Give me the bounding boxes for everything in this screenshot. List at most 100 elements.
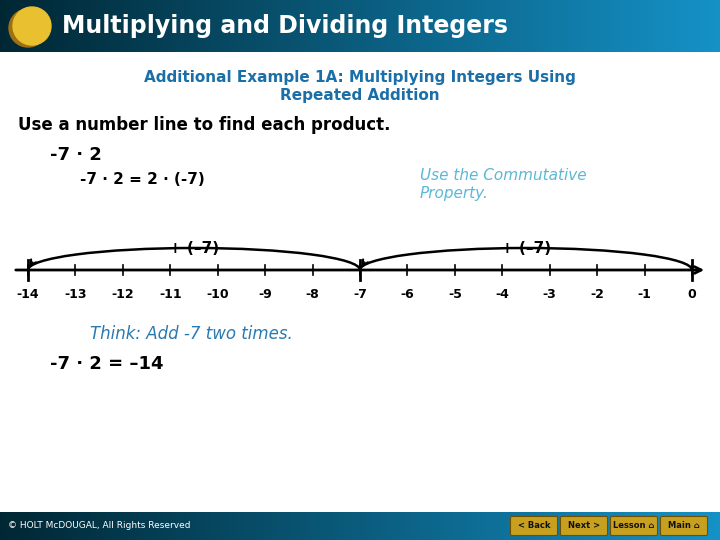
Bar (589, 0, 590, 52)
Bar (123, 512, 124, 540)
Bar (84, 0, 85, 52)
Bar (235, 512, 236, 540)
Bar (563, 0, 564, 52)
Bar (657, 512, 658, 540)
Bar (358, 0, 359, 52)
Bar (712, 512, 713, 540)
Bar (152, 0, 153, 52)
Bar (530, 0, 531, 52)
Bar (693, 0, 694, 52)
Bar (140, 512, 141, 540)
Bar (361, 0, 362, 52)
Bar (191, 0, 192, 52)
Bar (189, 512, 190, 540)
Bar (688, 512, 689, 540)
Text: Repeated Addition: Repeated Addition (280, 88, 440, 103)
Bar (702, 0, 703, 52)
Bar (295, 0, 296, 52)
Bar (537, 512, 538, 540)
Bar (75, 0, 76, 52)
Bar (100, 512, 101, 540)
Bar (625, 512, 626, 540)
Bar (668, 512, 669, 540)
Bar (419, 512, 420, 540)
Bar (589, 512, 590, 540)
Bar (120, 0, 121, 52)
Bar (295, 512, 296, 540)
Bar (538, 512, 539, 540)
Bar (340, 512, 341, 540)
Bar (437, 0, 438, 52)
Bar (660, 0, 661, 52)
Bar (145, 512, 146, 540)
Bar (386, 512, 387, 540)
Bar (205, 512, 206, 540)
Bar (215, 0, 216, 52)
Bar (130, 512, 131, 540)
Bar (176, 512, 177, 540)
Bar (348, 512, 349, 540)
Bar (371, 0, 372, 52)
Bar (528, 512, 529, 540)
Bar (186, 512, 187, 540)
Bar (61, 0, 62, 52)
Bar (227, 512, 228, 540)
Bar (598, 0, 599, 52)
Bar (184, 0, 185, 52)
Bar (166, 0, 167, 52)
Bar (136, 512, 137, 540)
Bar (195, 512, 196, 540)
Bar (280, 0, 281, 52)
Bar (493, 0, 494, 52)
Bar (188, 0, 189, 52)
Bar (59, 0, 60, 52)
Bar (676, 512, 677, 540)
Bar (259, 512, 260, 540)
Bar (452, 512, 453, 540)
Bar (434, 512, 435, 540)
FancyBboxPatch shape (611, 516, 657, 536)
Bar (43, 512, 44, 540)
Bar (108, 512, 109, 540)
Bar (113, 512, 114, 540)
Bar (65, 0, 66, 52)
Bar (47, 512, 48, 540)
Bar (583, 0, 584, 52)
Bar (560, 512, 561, 540)
Bar (378, 512, 379, 540)
Bar (183, 0, 184, 52)
Bar (455, 512, 456, 540)
Bar (393, 512, 394, 540)
Bar (702, 512, 703, 540)
Bar (282, 0, 283, 52)
Bar (566, 512, 567, 540)
Bar (179, 512, 180, 540)
Bar (336, 0, 337, 52)
Bar (310, 512, 311, 540)
Circle shape (13, 7, 51, 45)
Bar (329, 512, 330, 540)
Bar (280, 512, 281, 540)
Bar (409, 0, 410, 52)
Bar (565, 512, 566, 540)
Bar (649, 512, 650, 540)
Bar (487, 512, 488, 540)
Bar (308, 512, 309, 540)
Bar (573, 0, 574, 52)
Bar (658, 0, 659, 52)
Bar (234, 0, 235, 52)
Bar (133, 512, 134, 540)
Bar (511, 512, 512, 540)
Bar (399, 512, 400, 540)
Bar (552, 512, 553, 540)
Bar (474, 0, 475, 52)
Bar (34, 0, 35, 52)
Bar (426, 0, 427, 52)
Bar (49, 512, 50, 540)
Bar (605, 0, 606, 52)
Bar (52, 512, 53, 540)
Bar (632, 512, 633, 540)
Bar (650, 0, 651, 52)
Bar (406, 512, 407, 540)
Bar (479, 0, 480, 52)
